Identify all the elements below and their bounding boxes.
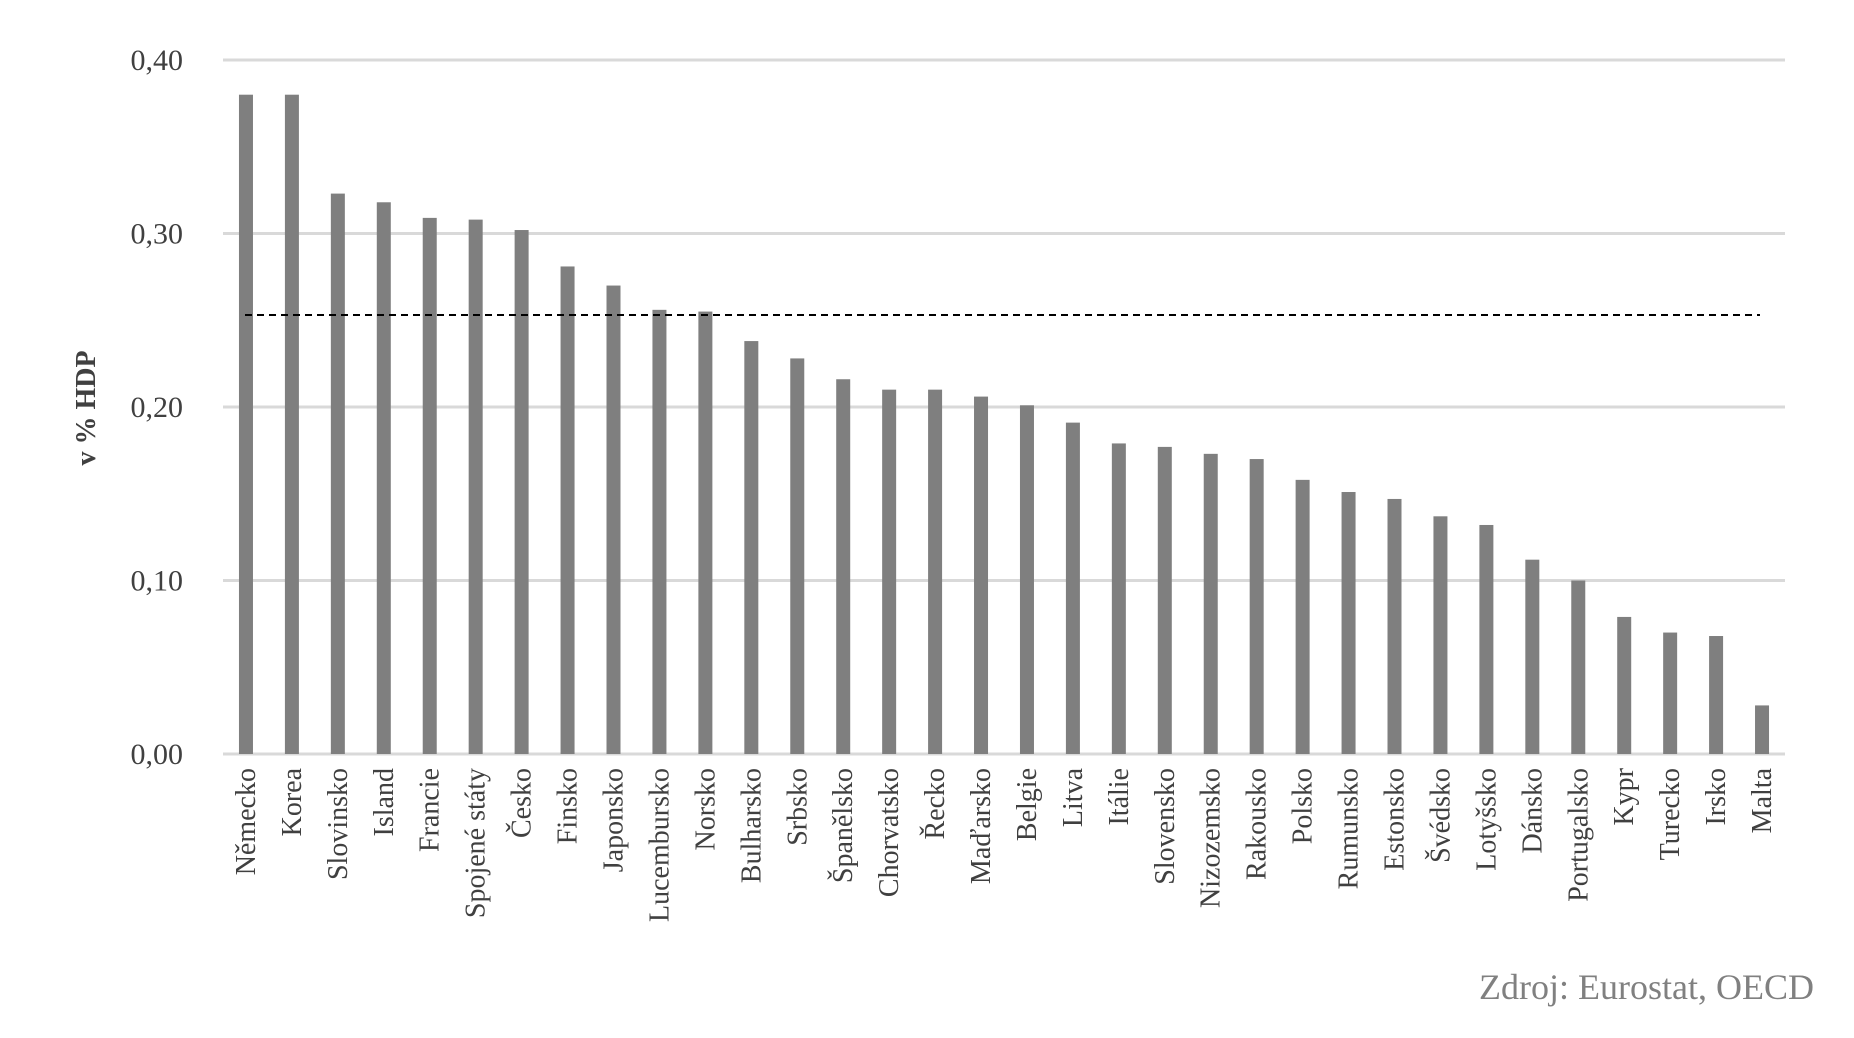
x-category-label: Malta <box>1747 767 1778 833</box>
y-axis-ticks: 0,00 0,10 0,20 0,30 0,40 <box>131 44 184 771</box>
y-axis-title: v % HDP <box>71 350 102 465</box>
bar <box>1571 580 1586 754</box>
bar <box>652 309 667 754</box>
y-tick-label: 0,00 <box>131 738 184 771</box>
bar <box>1387 498 1402 754</box>
x-category-label: Finsko <box>553 768 584 844</box>
x-category-label: Polsko <box>1288 768 1319 844</box>
bar <box>1249 459 1264 754</box>
x-category-label: Slovinsko <box>323 768 354 880</box>
bar <box>1295 479 1310 754</box>
x-category-label: Korea <box>277 767 308 836</box>
bar <box>790 358 805 754</box>
x-category-label: Chorvatsko <box>874 768 905 897</box>
bar <box>1157 446 1172 754</box>
bar <box>974 396 989 754</box>
y-tick-label: 0,30 <box>131 218 184 251</box>
bar <box>284 94 299 754</box>
x-category-label: Itálie <box>1104 768 1135 826</box>
x-category-label: Japonsko <box>599 768 630 872</box>
bar <box>238 94 253 754</box>
x-category-label: Bulharsko <box>736 768 767 883</box>
bar <box>1341 492 1356 754</box>
x-category-label: Estonsko <box>1380 768 1411 871</box>
source-note: Zdroj: Eurostat, OECD <box>1479 967 1814 1007</box>
bar <box>928 389 943 754</box>
x-category-label: Maďarsko <box>966 768 997 884</box>
bar <box>1709 636 1724 754</box>
x-category-label: Rakousko <box>1242 768 1273 880</box>
x-category-label: Nizozemsko <box>1196 768 1227 908</box>
bar <box>422 217 437 754</box>
bar <box>882 389 897 754</box>
bar <box>1617 616 1632 754</box>
x-category-label: Německo <box>231 768 262 875</box>
x-category-label: Česko <box>507 768 538 838</box>
x-category-label: Slovensko <box>1150 768 1181 885</box>
x-category-label: Řecko <box>920 768 951 840</box>
x-category-label: Dánsko <box>1517 768 1548 854</box>
bar <box>1433 516 1448 754</box>
bar <box>560 266 575 754</box>
y-tick-label: 0,40 <box>131 44 184 77</box>
x-category-label: Lotyšsko <box>1471 768 1502 871</box>
bar <box>1525 559 1540 754</box>
bar <box>1065 422 1080 754</box>
x-category-label: Island <box>369 768 400 836</box>
bar <box>606 285 621 754</box>
bar <box>744 341 759 754</box>
x-category-label: Francie <box>415 768 446 852</box>
x-category-label: Spojené státy <box>461 768 492 918</box>
x-category-label: Švédsko <box>1425 768 1456 863</box>
bar <box>376 202 391 754</box>
bar <box>836 379 851 754</box>
bars <box>238 94 1770 755</box>
bar <box>1755 705 1770 754</box>
x-category-label: Norsko <box>690 768 721 850</box>
x-axis-labels: Německo Korea Slovinsko Island Francie Spojen… <box>231 767 1778 922</box>
bar <box>1019 405 1034 754</box>
x-category-label: Srbsko <box>782 768 813 846</box>
y-tick-label: 0,20 <box>131 391 184 424</box>
x-category-label: Belgie <box>1012 768 1043 841</box>
x-category-label: Lucembursko <box>644 768 675 922</box>
bar <box>1203 453 1218 754</box>
x-category-label: Španělsko <box>828 768 859 883</box>
gridlines <box>223 58 1785 756</box>
y-tick-label: 0,10 <box>131 565 184 598</box>
x-category-label: Irsko <box>1701 768 1732 826</box>
x-category-label: Kypr <box>1609 767 1640 825</box>
x-category-label: Turecko <box>1655 768 1686 860</box>
bar <box>468 219 483 754</box>
bar <box>1663 632 1678 754</box>
x-category-label: Rumunsko <box>1334 768 1365 889</box>
bar <box>330 193 345 755</box>
x-category-label: Portugalsko <box>1563 768 1594 902</box>
bar <box>1479 524 1494 754</box>
bar <box>514 230 529 754</box>
x-category-label: Litva <box>1058 767 1089 827</box>
bar <box>1111 443 1126 754</box>
bar <box>698 311 713 754</box>
